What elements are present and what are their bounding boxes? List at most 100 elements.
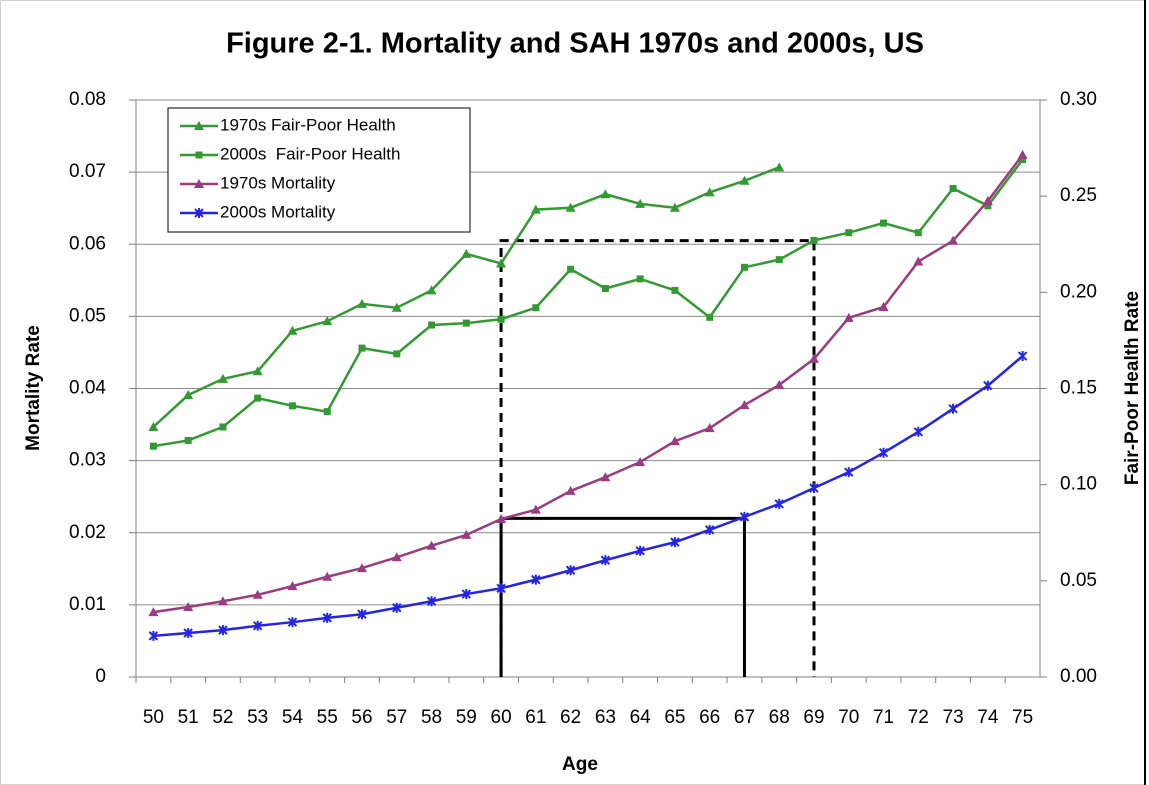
- x-axis-label: Age: [562, 754, 598, 775]
- marker: [982, 195, 993, 205]
- marker: [195, 151, 203, 159]
- marker: [671, 286, 679, 294]
- marker: [774, 498, 784, 509]
- marker: [704, 423, 715, 433]
- marker: [600, 189, 611, 199]
- x-tick-label: 51: [178, 707, 199, 728]
- reference-line: [499, 516, 746, 677]
- legend-label: 2000s Fair-Poor Health: [220, 144, 400, 163]
- series-line: [153, 355, 1024, 638]
- marker: [635, 198, 646, 208]
- marker: [461, 248, 472, 258]
- marker: [636, 275, 644, 283]
- x-tick-label: 62: [560, 707, 581, 728]
- marker: [496, 583, 506, 594]
- marker: [775, 256, 783, 264]
- marker: [393, 350, 401, 358]
- marker: [322, 316, 333, 326]
- x-tick-label: 65: [664, 707, 685, 728]
- y-tick-label: 0.04: [69, 378, 106, 399]
- x-tick-label: 54: [282, 707, 304, 728]
- marker: [669, 436, 680, 446]
- x-tick-label: 55: [317, 707, 338, 728]
- marker: [148, 421, 159, 431]
- marker: [601, 284, 609, 292]
- y-tick-label: 0.01: [69, 594, 106, 615]
- marker: [565, 485, 576, 495]
- marker: [357, 609, 367, 620]
- marker: [706, 313, 714, 321]
- x-tick-label: 69: [803, 707, 824, 728]
- marker: [194, 208, 204, 218]
- series-line: [153, 154, 1024, 614]
- marker: [948, 403, 958, 414]
- y-tick-label: 0: [95, 666, 106, 687]
- marker: [565, 565, 576, 576]
- marker: [704, 524, 715, 535]
- marker: [194, 179, 204, 188]
- marker: [669, 202, 680, 212]
- marker: [880, 219, 888, 227]
- marker: [600, 555, 611, 566]
- legend-label: 2000s Mortality: [220, 202, 336, 221]
- marker: [914, 229, 922, 237]
- marker: [254, 394, 262, 402]
- x-tick-label: 73: [943, 707, 964, 728]
- marker: [878, 301, 889, 311]
- legend: 1970s Fair-Poor Health 2000s Fair-Poor He…: [167, 107, 471, 233]
- marker: [149, 442, 157, 450]
- marker: [1017, 351, 1028, 362]
- marker: [739, 400, 750, 410]
- y2-tick-label: 0.15: [1060, 378, 1097, 399]
- marker: [252, 366, 263, 376]
- marker: [497, 315, 505, 323]
- x-tick-label: 64: [630, 707, 652, 728]
- marker: [183, 602, 194, 612]
- marker: [845, 229, 853, 237]
- marker: [913, 426, 924, 437]
- marker: [148, 607, 159, 617]
- x-tick-label: 50: [143, 707, 164, 728]
- marker: [357, 298, 367, 308]
- marker: [948, 235, 959, 245]
- y2-tick-label: 0.00: [1060, 666, 1097, 687]
- marker: [878, 447, 889, 458]
- marker: [809, 353, 819, 363]
- x-tick-label: 53: [247, 707, 268, 728]
- marker: [983, 380, 993, 391]
- marker: [567, 265, 575, 273]
- x-tick-label: 66: [699, 707, 720, 728]
- marker: [322, 571, 333, 581]
- marker: [530, 204, 541, 214]
- y-tick-label: 0.03: [69, 450, 106, 471]
- y2-axis-label: Fair-Poor Health Rate: [1122, 291, 1143, 485]
- marker: [287, 325, 298, 335]
- marker: [391, 302, 402, 312]
- marker: [183, 628, 193, 639]
- x-tick-label: 72: [908, 707, 929, 728]
- x-tick-label: 52: [212, 707, 233, 728]
- x-tick-label: 59: [456, 707, 477, 728]
- marker: [739, 175, 750, 185]
- marker: [1019, 156, 1027, 164]
- chart-title: Figure 2-1. Mortality and SAH 1970s and …: [226, 28, 924, 60]
- marker: [913, 256, 924, 266]
- marker: [809, 483, 819, 494]
- marker: [218, 625, 228, 636]
- marker: [391, 552, 402, 562]
- marker: [252, 589, 263, 599]
- marker: [565, 202, 576, 212]
- marker: [148, 630, 159, 641]
- marker: [217, 596, 228, 606]
- marker: [740, 263, 748, 271]
- marker: [530, 504, 541, 514]
- legend-label: 1970s Mortality: [220, 173, 336, 192]
- y-tick-label: 0.07: [69, 161, 106, 182]
- marker: [635, 457, 646, 467]
- y2-tick-label: 0.30: [1060, 89, 1097, 110]
- y-axis-label: Mortality Rate: [23, 325, 44, 451]
- y2-tick-label: 0.25: [1060, 185, 1097, 206]
- x-tick-label: 71: [873, 707, 894, 728]
- marker: [322, 612, 332, 623]
- x-tick-label: 57: [386, 707, 407, 728]
